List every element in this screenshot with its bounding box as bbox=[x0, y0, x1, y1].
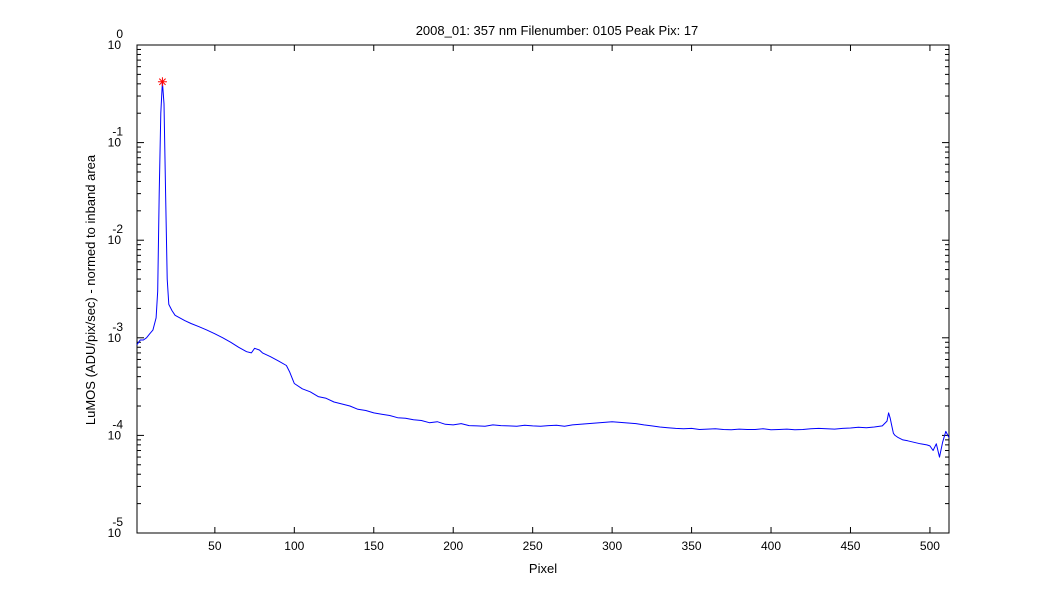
y-tick-label-exponent: 0 bbox=[116, 27, 123, 41]
x-tick-label: 150 bbox=[364, 539, 384, 553]
x-tick-label: 500 bbox=[920, 539, 940, 553]
x-tick-label: 200 bbox=[443, 539, 463, 553]
x-tick-label: 350 bbox=[682, 539, 702, 553]
y-tick-label-base: 10 bbox=[108, 233, 122, 247]
y-tick-label-exponent: -3 bbox=[112, 320, 123, 334]
y-tick-label-exponent: -4 bbox=[112, 417, 123, 431]
x-tick-label: 50 bbox=[208, 539, 222, 553]
peak-marker bbox=[157, 77, 167, 87]
x-tick-label: 400 bbox=[761, 539, 781, 553]
plot-area: 50 100 150 200 250 300 350 400 450 50010010-110-2… bbox=[108, 27, 950, 553]
y-axis-label: LuMOS (ADU/pix/sec) - normed to inband a… bbox=[83, 154, 98, 425]
x-axis-label: Pixel bbox=[529, 561, 557, 576]
y-tick-label-base: 10 bbox=[108, 526, 122, 540]
y-tick-label-base: 10 bbox=[108, 38, 122, 52]
x-tick-label: 450 bbox=[840, 539, 860, 553]
x-tick-label: 300 bbox=[602, 539, 622, 553]
x-tick-label: 250 bbox=[523, 539, 543, 553]
plot-frame bbox=[136, 44, 950, 534]
peak-marker-stroke bbox=[158, 78, 166, 86]
y-tick-label-exponent: -5 bbox=[112, 515, 123, 529]
y-tick-label-base: 10 bbox=[108, 331, 122, 345]
y-tick-label-exponent: -2 bbox=[112, 222, 123, 236]
series-line bbox=[136, 81, 950, 458]
y-tick-label-base: 10 bbox=[108, 136, 122, 150]
chart-title: 2008_01: 357 nm Filenumber: 0105 Peak Pi… bbox=[416, 23, 699, 38]
y-tick-label-exponent: -1 bbox=[112, 125, 123, 139]
y-tick-label-base: 10 bbox=[108, 428, 122, 442]
x-tick-label: 100 bbox=[284, 539, 304, 553]
